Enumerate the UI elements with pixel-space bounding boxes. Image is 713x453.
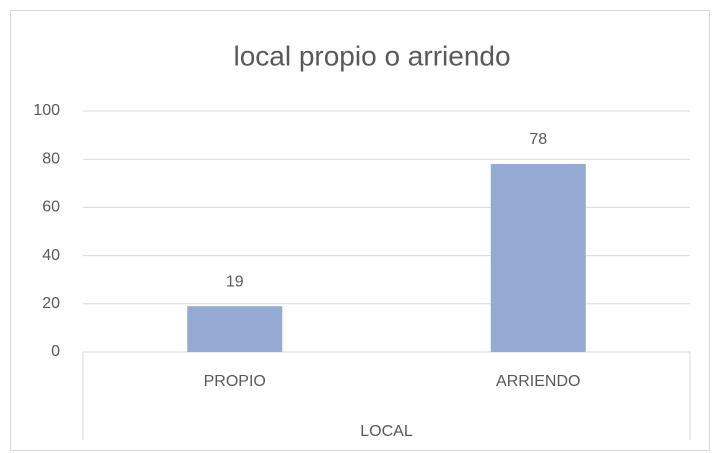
x-tick-label: ARRIENDO <box>496 373 580 390</box>
y-tick-label: 40 <box>42 247 60 264</box>
x-tick-label: PROPIO <box>204 373 266 390</box>
data-label: 19 <box>226 273 244 290</box>
x-axis-label: LOCAL <box>360 423 413 440</box>
chart-border <box>10 10 710 451</box>
y-tick-label: 0 <box>51 343 60 360</box>
bar <box>490 164 586 352</box>
bar <box>187 306 283 352</box>
chart-title: local propio o arriendo <box>233 40 510 71</box>
y-tick-label: 80 <box>42 150 60 167</box>
data-label: 78 <box>529 131 547 148</box>
y-tick-label: 100 <box>33 102 60 119</box>
y-tick-label: 60 <box>42 199 60 216</box>
y-tick-label: 20 <box>42 295 60 312</box>
